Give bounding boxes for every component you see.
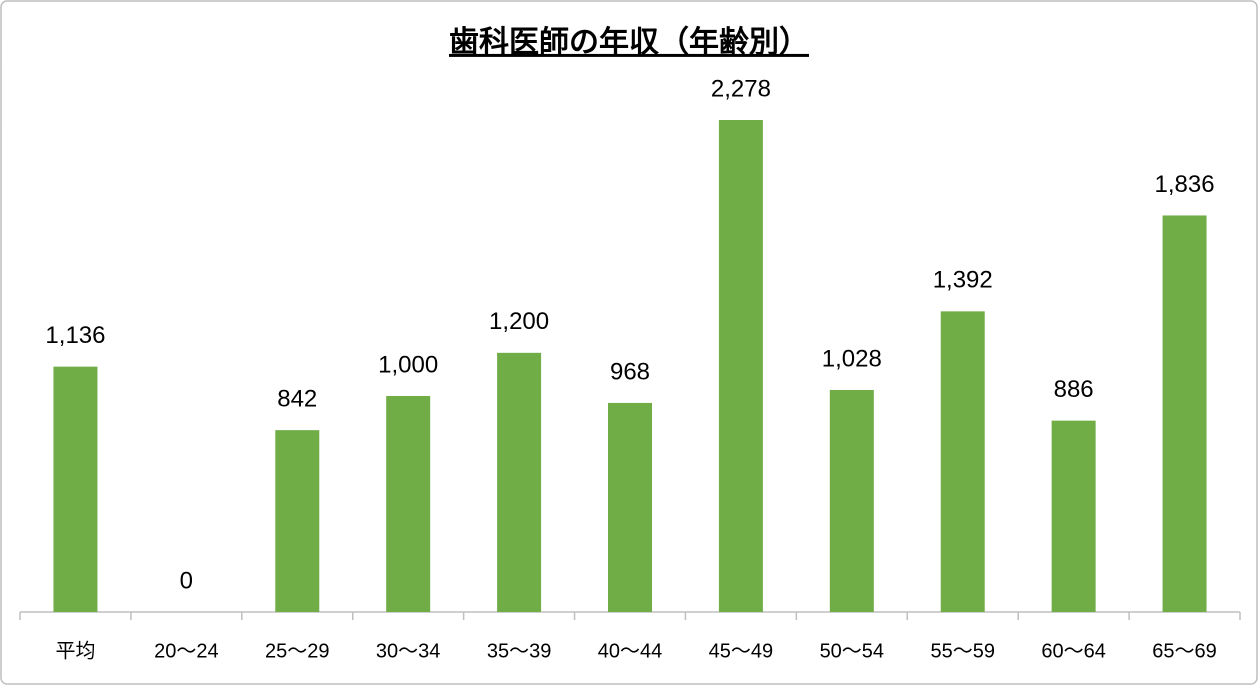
data-label: 1,136 [45,322,105,349]
bar [53,366,98,612]
data-label: 2,278 [711,75,771,102]
x-tick-label: 25〜29 [265,640,330,662]
data-label: 0 [180,567,193,594]
x-tick-label: 平均 [55,639,95,662]
data-label: 1,000 [378,351,438,378]
x-tick-label: 50〜54 [820,640,885,662]
bar [1162,215,1207,612]
bar [275,430,320,612]
x-tick-label: 20〜24 [154,640,219,662]
bar [718,120,763,612]
data-label: 1,028 [822,345,882,372]
bar [386,396,431,612]
bar [608,402,652,612]
data-label: 1,836 [1155,171,1215,198]
bar [497,352,542,612]
data-label: 842 [277,385,317,412]
x-tick-label: 35〜39 [487,640,552,662]
chart-title: 歯科医師の年収（年齢別） [449,25,809,59]
data-label: 886 [1054,376,1094,403]
data-label: 1,200 [489,308,549,335]
bar [940,311,985,612]
bar [1051,420,1096,612]
x-tick-label: 30〜34 [376,640,441,662]
data-label: 968 [610,358,650,385]
x-tick-label: 55〜59 [930,640,995,662]
x-tick-label: 40〜44 [598,640,663,662]
x-tick-label: 65〜69 [1152,640,1217,662]
data-label: 1,392 [933,267,993,294]
x-tick-label: 60〜64 [1041,640,1106,662]
bar [829,389,874,612]
x-tick-label: 45〜49 [709,640,774,662]
